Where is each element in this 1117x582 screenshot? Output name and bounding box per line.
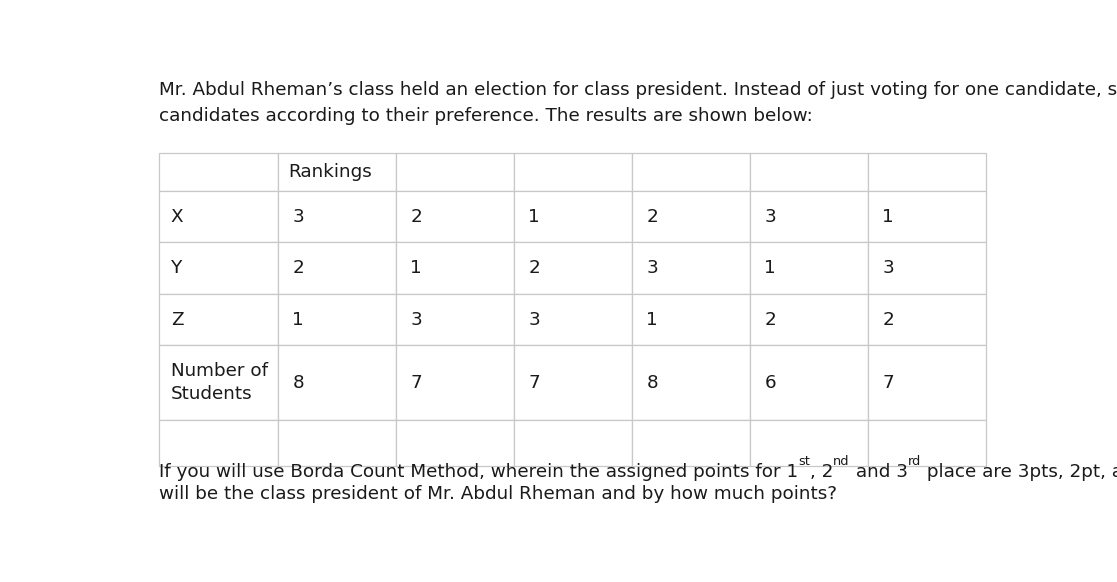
Text: 2: 2	[764, 311, 776, 329]
Text: 2: 2	[882, 311, 895, 329]
Bar	[514, 294, 632, 345]
Text: Number of
Students: Number of Students	[171, 362, 268, 403]
Text: X: X	[171, 208, 183, 226]
Bar	[397, 152, 514, 191]
Text: 3: 3	[410, 311, 422, 329]
Text: 1: 1	[528, 208, 541, 226]
Bar	[751, 242, 868, 294]
Text: rd: rd	[908, 455, 920, 468]
Bar	[397, 242, 514, 294]
Text: Y: Y	[171, 259, 182, 277]
Bar	[397, 420, 514, 466]
Text: 2: 2	[293, 259, 304, 277]
Text: 1: 1	[293, 311, 304, 329]
Bar	[159, 420, 278, 466]
Bar	[632, 345, 751, 420]
Bar	[514, 242, 632, 294]
Text: 3: 3	[293, 208, 304, 226]
Text: will be the class president of Mr. Abdul Rheman and by how much points?: will be the class president of Mr. Abdul…	[159, 485, 837, 503]
Text: 3: 3	[882, 259, 895, 277]
Text: 3: 3	[764, 208, 776, 226]
Bar	[751, 191, 868, 242]
Text: st: st	[798, 455, 810, 468]
Text: Z: Z	[171, 311, 183, 329]
Bar	[632, 242, 751, 294]
Bar	[278, 294, 397, 345]
Text: 1: 1	[410, 259, 422, 277]
Bar	[514, 191, 632, 242]
Bar	[159, 242, 278, 294]
Text: Rankings: Rankings	[288, 163, 372, 181]
Bar	[159, 152, 278, 191]
Bar	[868, 191, 986, 242]
Text: , 2: , 2	[810, 463, 833, 481]
Text: 8: 8	[293, 374, 304, 392]
Bar	[159, 191, 278, 242]
Bar	[632, 420, 751, 466]
Text: 1: 1	[882, 208, 895, 226]
Bar	[514, 152, 632, 191]
Bar	[751, 420, 868, 466]
Text: 6: 6	[764, 374, 776, 392]
Text: 2: 2	[410, 208, 422, 226]
Bar	[278, 345, 397, 420]
Bar	[278, 152, 397, 191]
Bar	[868, 294, 986, 345]
Bar	[751, 345, 868, 420]
Text: nd: nd	[833, 455, 850, 468]
Bar	[397, 294, 514, 345]
Bar	[514, 420, 632, 466]
Text: 1: 1	[764, 259, 776, 277]
Text: and 3: and 3	[850, 463, 908, 481]
Text: If you will use Borda Count Method, wherein the assigned points for 1: If you will use Borda Count Method, wher…	[159, 463, 798, 481]
Text: 3: 3	[528, 311, 541, 329]
Text: 7: 7	[528, 374, 541, 392]
Bar	[868, 152, 986, 191]
Bar	[632, 152, 751, 191]
Text: Mr. Abdul Rheman’s class held an election for class president. Instead of just v: Mr. Abdul Rheman’s class held an electio…	[159, 81, 1117, 125]
Bar	[868, 345, 986, 420]
Text: 1: 1	[647, 311, 658, 329]
Bar	[278, 420, 397, 466]
Text: 2: 2	[647, 208, 658, 226]
Text: 8: 8	[647, 374, 658, 392]
Bar	[397, 345, 514, 420]
Bar	[278, 191, 397, 242]
Bar	[632, 191, 751, 242]
Bar	[159, 345, 278, 420]
Bar	[278, 242, 397, 294]
Text: place are 3pts, 2pt, and 1pt respectively, who: place are 3pts, 2pt, and 1pt respectivel…	[920, 463, 1117, 481]
Bar	[868, 420, 986, 466]
Bar	[159, 294, 278, 345]
Bar	[751, 152, 868, 191]
Text: 7: 7	[410, 374, 422, 392]
Bar	[632, 294, 751, 345]
Text: 3: 3	[647, 259, 658, 277]
Text: 7: 7	[882, 374, 895, 392]
Bar	[751, 294, 868, 345]
Bar	[397, 191, 514, 242]
Text: 2: 2	[528, 259, 541, 277]
Bar	[868, 242, 986, 294]
Bar	[514, 345, 632, 420]
